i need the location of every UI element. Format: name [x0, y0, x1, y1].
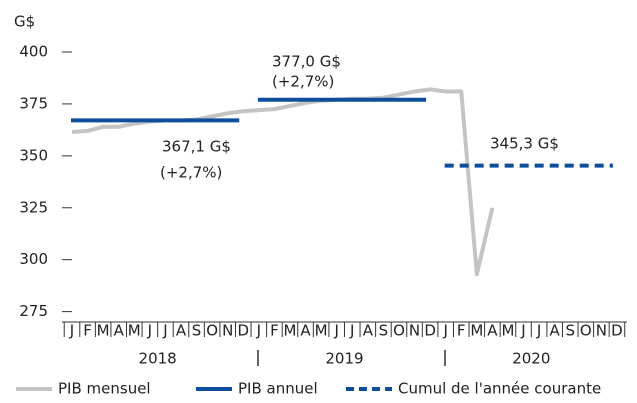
- x-tick-label: J: [349, 322, 354, 340]
- y-tick-label: 325: [19, 198, 48, 216]
- x-tick-label: J: [256, 322, 261, 340]
- x-tick-label: M: [97, 322, 110, 340]
- x-tick-label: A: [176, 322, 187, 340]
- x-tick-label: M: [501, 322, 514, 340]
- x-tick-label: J: [333, 322, 338, 340]
- x-tick-label: F: [83, 322, 92, 340]
- year-label: 2019: [325, 350, 363, 368]
- value-label: 345,3 G$: [490, 135, 559, 153]
- annotation: (+2,7%): [160, 164, 222, 182]
- legend-label: Cumul de l'année courante: [398, 380, 601, 398]
- x-tick-label: F: [270, 322, 279, 340]
- x-tick-label: M: [128, 322, 141, 340]
- x-tick-label: M: [470, 322, 483, 340]
- value-label: 377,0 G$: [272, 53, 341, 71]
- x-tick-label: J: [442, 322, 447, 340]
- x-tick-label: D: [237, 322, 249, 340]
- y-tick-label: 300: [19, 250, 48, 268]
- annotation: (+2,7%): [272, 73, 334, 91]
- x-tick-label: S: [379, 322, 389, 340]
- x-tick-label: A: [550, 322, 561, 340]
- monthly-line: [71, 87, 495, 277]
- legend-label: PIB annuel: [238, 380, 318, 398]
- y-axis-label: G$: [14, 13, 35, 31]
- x-tick-label: J: [69, 322, 74, 340]
- y-tick-label: 400: [19, 43, 48, 61]
- x-tick-label: J: [520, 322, 525, 340]
- year-label: 2018: [139, 350, 177, 368]
- y-tick-label: 375: [19, 94, 48, 112]
- x-tick-label: A: [114, 322, 125, 340]
- x-tick-label: A: [363, 322, 374, 340]
- x-tick-label: O: [393, 322, 405, 340]
- legend-label: PIB mensuel: [58, 380, 151, 398]
- x-tick-label: S: [565, 322, 575, 340]
- x-tick-label: N: [222, 322, 233, 340]
- x-tick-label: D: [424, 322, 436, 340]
- x-tick-label: S: [192, 322, 202, 340]
- x-tick-label: J: [147, 322, 152, 340]
- year-label: 2020: [512, 350, 550, 368]
- x-tick-label: D: [611, 322, 623, 340]
- y-tick-label: 275: [19, 302, 48, 320]
- x-tick-label: A: [487, 322, 498, 340]
- x-tick-label: O: [580, 322, 592, 340]
- x-tick-label: J: [536, 322, 541, 340]
- value-label: 367,1 G$: [162, 138, 231, 156]
- y-tick-label: 350: [19, 146, 48, 164]
- x-tick-label: M: [284, 322, 297, 340]
- x-tick-label: A: [300, 322, 311, 340]
- x-tick-label: O: [206, 322, 218, 340]
- x-tick-label: J: [162, 322, 167, 340]
- x-tick-label: M: [315, 322, 328, 340]
- x-tick-label: F: [457, 322, 466, 340]
- x-tick-label: N: [409, 322, 420, 340]
- x-tick-label: N: [596, 322, 607, 340]
